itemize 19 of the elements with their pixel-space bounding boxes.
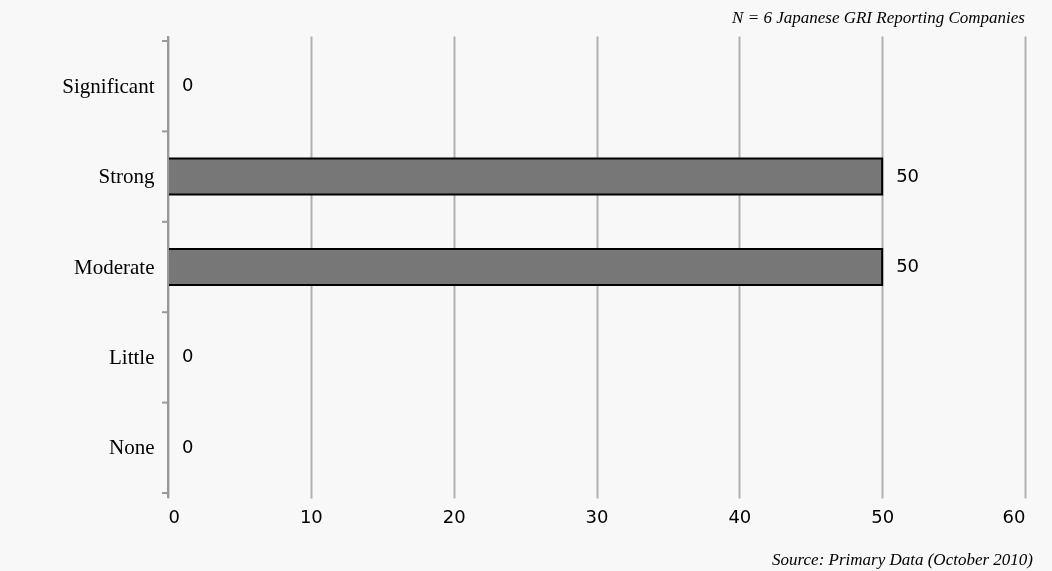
- y-tick-label: None: [109, 435, 155, 460]
- x-tick-label: 20: [442, 505, 466, 527]
- y-tick-label: Little: [109, 344, 155, 369]
- data-label: 0: [182, 345, 194, 367]
- data-label: 50: [896, 255, 920, 276]
- x-tick-label: 10: [299, 505, 323, 527]
- x-tick-label: 50: [871, 505, 895, 527]
- x-tick-label: 40: [728, 505, 752, 527]
- text: N = 6 Japanese GRI Reporting Companies: [731, 8, 1026, 27]
- data-label: 0: [182, 435, 194, 457]
- data-label: 50: [896, 164, 920, 186]
- x-tick-label: 30: [585, 505, 609, 527]
- data-label: 0: [182, 74, 194, 96]
- x-tick-label: 0: [168, 505, 180, 527]
- y-tick-label: Strong: [98, 164, 155, 189]
- y-tick-label: Moderate: [74, 254, 155, 279]
- x-tick-label: 60: [1002, 505, 1026, 527]
- y-tick-label: Significant: [62, 73, 155, 98]
- source-note: Source: Primary Data (October 2010): [772, 550, 1034, 569]
